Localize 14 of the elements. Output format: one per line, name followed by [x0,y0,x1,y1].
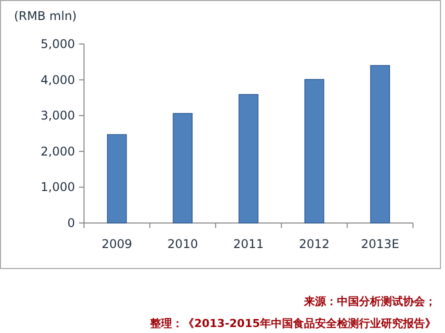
y-tick-label: 5,000 [40,37,75,51]
y-tick-label: 0 [67,216,75,230]
source-note: 来源：中国分析测试协会； [303,295,436,308]
y-tick-label: 3,000 [40,108,75,123]
y-axis-title: (RMB mln) [14,9,77,23]
y-tick-label: 4,000 [40,72,75,87]
text: 整理：《2013-2015年中国食品安全检测行业研究报告》 [149,317,436,330]
x-tick-label: 2013E [361,237,400,251]
x-tick-label: 2012 [299,237,330,251]
y-tick-label: 1,000 [40,180,75,194]
x-tick-label: 2011 [233,237,264,251]
y-tick-label: 2,000 [40,144,75,158]
x-tick-label: 2009 [102,237,132,251]
x-tick-label: 2010 [167,237,198,251]
